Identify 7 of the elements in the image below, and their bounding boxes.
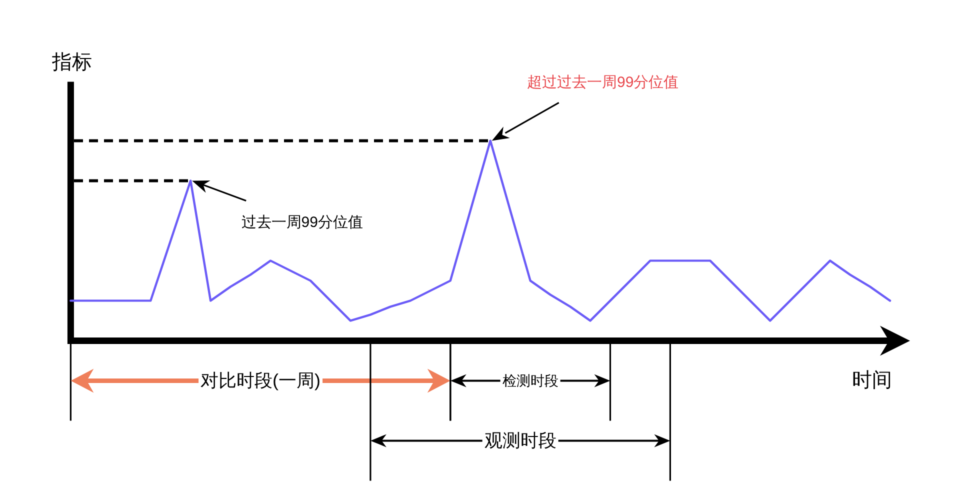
annotation: 超过过去一周99分位值 bbox=[527, 74, 679, 92]
xlabel: 时间 bbox=[852, 370, 892, 392]
annotation: 观测时段 bbox=[484, 430, 556, 451]
ylabel: 指标 bbox=[52, 52, 92, 74]
annotation: 检测时段 bbox=[502, 372, 558, 389]
annotation: 对比时段(一周) bbox=[200, 370, 321, 391]
annotation: 过去一周99分位值 bbox=[241, 214, 363, 232]
